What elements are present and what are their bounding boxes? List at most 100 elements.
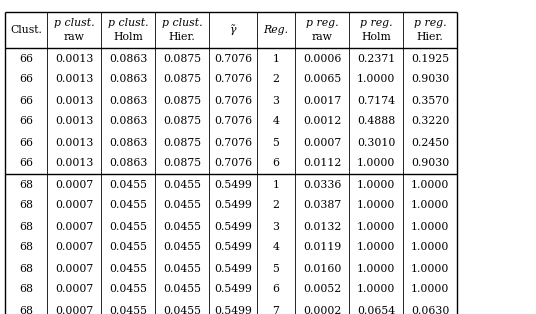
Text: Holm: Holm — [113, 32, 143, 42]
Text: 0.7076: 0.7076 — [214, 53, 252, 63]
Text: 1.0000: 1.0000 — [357, 201, 395, 210]
Text: raw: raw — [311, 32, 332, 42]
Text: 1.0000: 1.0000 — [411, 242, 449, 252]
Text: 0.5499: 0.5499 — [214, 263, 252, 273]
Text: 0.0455: 0.0455 — [109, 201, 147, 210]
Text: 1.0000: 1.0000 — [411, 180, 449, 190]
Text: 0.0013: 0.0013 — [55, 95, 93, 106]
Text: 0.0875: 0.0875 — [163, 95, 201, 106]
Text: 4: 4 — [273, 242, 279, 252]
Text: 66: 66 — [19, 159, 33, 169]
Text: 0.0013: 0.0013 — [55, 116, 93, 127]
Text: 0.5499: 0.5499 — [214, 242, 252, 252]
Text: p clust.: p clust. — [162, 18, 202, 28]
Text: 0.0455: 0.0455 — [109, 180, 147, 190]
Text: Clust.: Clust. — [10, 25, 42, 35]
Text: 1.0000: 1.0000 — [357, 284, 395, 295]
Text: 0.0630: 0.0630 — [411, 306, 449, 314]
Text: 0.0013: 0.0013 — [55, 159, 93, 169]
Text: 0.0387: 0.0387 — [303, 201, 341, 210]
Text: 0.0863: 0.0863 — [109, 74, 147, 84]
Text: 0.3010: 0.3010 — [357, 138, 395, 148]
Text: 0.0875: 0.0875 — [163, 138, 201, 148]
Text: 6: 6 — [272, 284, 279, 295]
Text: Reg.: Reg. — [263, 25, 288, 35]
Text: p clust.: p clust. — [108, 18, 148, 28]
Text: 68: 68 — [19, 201, 33, 210]
Text: 66: 66 — [19, 95, 33, 106]
Text: 0.0863: 0.0863 — [109, 53, 147, 63]
Text: 68: 68 — [19, 242, 33, 252]
Text: 68: 68 — [19, 263, 33, 273]
Text: 0.0875: 0.0875 — [163, 116, 201, 127]
Text: 68: 68 — [19, 284, 33, 295]
Text: 1.0000: 1.0000 — [411, 201, 449, 210]
Text: 0.7076: 0.7076 — [214, 159, 252, 169]
Text: 3: 3 — [272, 221, 279, 231]
Text: 0.1925: 0.1925 — [411, 53, 449, 63]
Text: 0.2450: 0.2450 — [411, 138, 449, 148]
Text: Hier.: Hier. — [416, 32, 443, 42]
Text: 0.0007: 0.0007 — [55, 221, 93, 231]
Text: 0.0455: 0.0455 — [163, 180, 201, 190]
Text: 0.0455: 0.0455 — [163, 284, 201, 295]
Text: 1: 1 — [272, 180, 279, 190]
Text: 0.0875: 0.0875 — [163, 159, 201, 169]
Text: 0.9030: 0.9030 — [411, 159, 449, 169]
Text: 0.7076: 0.7076 — [214, 116, 252, 127]
Text: 66: 66 — [19, 74, 33, 84]
Text: 0.0455: 0.0455 — [163, 201, 201, 210]
Text: 1.0000: 1.0000 — [357, 74, 395, 84]
Text: 0.0160: 0.0160 — [303, 263, 341, 273]
Text: 0.0013: 0.0013 — [55, 138, 93, 148]
Text: 0.0455: 0.0455 — [109, 263, 147, 273]
Text: 0.9030: 0.9030 — [411, 74, 449, 84]
Text: 0.0006: 0.0006 — [303, 53, 341, 63]
Text: 0.0007: 0.0007 — [55, 263, 93, 273]
Text: 0.7174: 0.7174 — [357, 95, 395, 106]
Text: 2: 2 — [272, 74, 279, 84]
Text: 0.0875: 0.0875 — [163, 53, 201, 63]
Text: 0.0112: 0.0112 — [303, 159, 341, 169]
Text: 0.7076: 0.7076 — [214, 95, 252, 106]
Text: 66: 66 — [19, 116, 33, 127]
Text: 66: 66 — [19, 138, 33, 148]
Text: 0.2371: 0.2371 — [357, 53, 395, 63]
Text: 0.0455: 0.0455 — [109, 221, 147, 231]
Text: 1.0000: 1.0000 — [357, 242, 395, 252]
Text: 5: 5 — [273, 263, 279, 273]
Text: 0.4888: 0.4888 — [357, 116, 395, 127]
Text: raw: raw — [64, 32, 85, 42]
Text: 7: 7 — [273, 306, 279, 314]
Text: 0.0455: 0.0455 — [109, 284, 147, 295]
Text: p reg.: p reg. — [414, 18, 446, 28]
Text: 0.0132: 0.0132 — [303, 221, 341, 231]
Text: 5: 5 — [273, 138, 279, 148]
Text: 0.0007: 0.0007 — [55, 201, 93, 210]
Text: 0.0455: 0.0455 — [109, 306, 147, 314]
Text: 0.3220: 0.3220 — [411, 116, 449, 127]
Text: 2: 2 — [272, 201, 279, 210]
Text: 0.0007: 0.0007 — [303, 138, 341, 148]
Text: 1.0000: 1.0000 — [411, 284, 449, 295]
Text: 0.0012: 0.0012 — [303, 116, 341, 127]
Text: 0.0336: 0.0336 — [303, 180, 341, 190]
Text: γ̃: γ̃ — [230, 24, 236, 35]
Text: 1.0000: 1.0000 — [357, 159, 395, 169]
Text: 0.0007: 0.0007 — [55, 242, 93, 252]
Text: 0.0007: 0.0007 — [55, 284, 93, 295]
Text: 0.5499: 0.5499 — [214, 180, 252, 190]
Text: 68: 68 — [19, 221, 33, 231]
Text: 0.0065: 0.0065 — [303, 74, 341, 84]
Text: 1.0000: 1.0000 — [357, 180, 395, 190]
Text: 0.0007: 0.0007 — [55, 180, 93, 190]
Text: 1.0000: 1.0000 — [357, 263, 395, 273]
Text: 6: 6 — [272, 159, 279, 169]
Text: 3: 3 — [272, 95, 279, 106]
Text: Holm: Holm — [361, 32, 391, 42]
Text: 0.5499: 0.5499 — [214, 284, 252, 295]
Text: 0.0013: 0.0013 — [55, 74, 93, 84]
Text: 1.0000: 1.0000 — [357, 221, 395, 231]
Text: p reg.: p reg. — [306, 18, 338, 28]
Text: 0.0455: 0.0455 — [163, 263, 201, 273]
